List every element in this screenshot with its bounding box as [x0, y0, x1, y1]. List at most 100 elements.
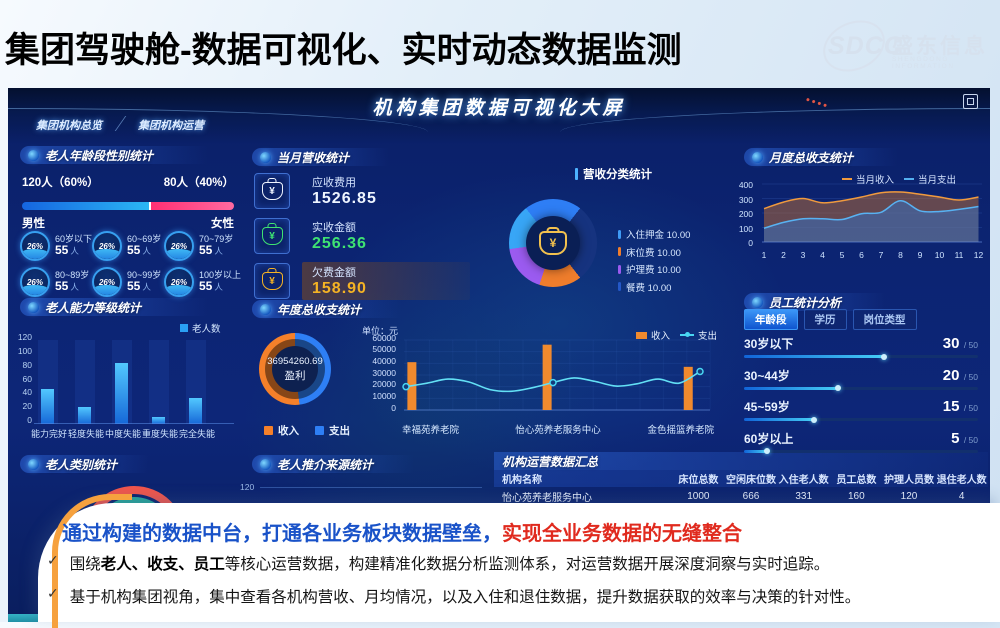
legend-dash-icon	[904, 178, 915, 180]
x-tick: 6	[859, 250, 864, 260]
progress-dot-icon	[811, 416, 818, 423]
panel-title-monthly: 月度总收支统计	[744, 148, 925, 166]
age-count: 55 人	[55, 243, 79, 258]
percent-value: 26%	[170, 241, 187, 251]
y-tick: 400	[738, 180, 753, 190]
panel-title-revenue-class: 营收分类统计	[575, 166, 652, 182]
bar-label: 完全失能	[179, 429, 216, 439]
wave-fill	[166, 249, 192, 259]
legend-item: 床位费 10.00	[618, 245, 690, 259]
employee-tab-年龄段[interactable]: 年龄段	[744, 309, 798, 330]
revenue-card: ¥ 欠费金额 158.90	[254, 262, 482, 300]
callout-heading: 通过构建的数据中台，打通各业务板块数据壁垒，实现全业务数据的无缝整合	[62, 517, 742, 546]
male-count: 120人（60%）	[22, 177, 99, 189]
employee-row-value: 30 / 50	[942, 335, 978, 352]
summary-cell: 331	[795, 491, 813, 502]
x-tick: 11	[954, 250, 964, 260]
progress-fill	[744, 355, 885, 358]
money-bag-icon: ¥	[539, 231, 567, 255]
monthly-legend: 当月收入 当月支出	[842, 172, 956, 186]
tab-group-overview[interactable]: 集团机构总览	[36, 120, 102, 132]
employee-row-value: 15 / 50	[942, 398, 978, 415]
legend-text: 支出	[329, 425, 350, 437]
legend-mark-icon	[618, 264, 621, 274]
legend-item: 入住押金 10.00	[618, 227, 690, 241]
employee-tab-岗位类型[interactable]: 岗位类型	[852, 309, 917, 330]
percent-ring-icon: 26%	[20, 267, 50, 297]
employee-row-max: / 50	[961, 434, 978, 445]
coins-icon: ¥	[254, 263, 290, 299]
panel-title-annual: 年度总收支统计	[252, 300, 428, 318]
dashboard-title: 机构集团数据可视化大屏	[372, 98, 626, 119]
progress-track	[744, 385, 978, 391]
monthly-x-axis: 1 2 3 4 5 6 7 8 9 10 11 12	[760, 250, 986, 260]
percent-ring-icon: 26%	[92, 231, 122, 261]
employee-row: 30岁以下 30 / 50	[744, 335, 978, 360]
percent-ring-icon: 26%	[164, 231, 194, 261]
panel-title-referral: 老人推介来源统计	[252, 455, 443, 473]
annual-legend: 收入 支出	[264, 423, 350, 438]
legend-item: 收入	[264, 423, 299, 438]
age-count-unit: 人	[70, 246, 79, 257]
revenue-card-label: 应收费用	[312, 177, 356, 189]
combo-category-labels: 幸福苑养老院 怡心苑养老服务中心 金色摇篮养老院	[402, 422, 714, 436]
age-range: 60岁以下	[55, 234, 93, 245]
y-tick: 300	[738, 194, 753, 205]
employee-row: 60岁以上 5 / 50	[744, 430, 978, 454]
legend-item: 收入	[636, 328, 670, 342]
money-bag-icon: ¥	[254, 173, 290, 209]
revenue-card-value: 256.36	[312, 235, 367, 252]
panel-title-text: 年度总收支统计	[277, 302, 362, 317]
y-tick: 20	[22, 401, 32, 412]
legend-mark-icon	[618, 229, 621, 239]
age-range: 100岁以上	[199, 270, 242, 281]
x-tick: 9	[917, 250, 923, 260]
bar-label: 能力完好	[31, 429, 68, 439]
logo-abbr: SDCC	[828, 32, 903, 60]
legend-dash-icon	[842, 178, 852, 180]
employee-row-max: / 50	[961, 371, 978, 382]
bar-track	[75, 340, 95, 424]
bar-column: 重度失能	[142, 340, 178, 439]
company-logo: SDCC 盛东信息 SHENGDONG INFORMATION	[815, 11, 996, 81]
employee-tab-学历[interactable]: 学历	[803, 309, 847, 330]
panel-dot-icon	[260, 151, 271, 163]
age-group-badge: 26% 80~89岁 55 人	[20, 267, 92, 297]
revenue-card-text: 实收金额 256.36	[302, 217, 470, 255]
revenue-card-label: 实收金额	[312, 222, 356, 234]
combo-y-axis: 60000 50000 40000 30000 20000 10000 0	[358, 333, 400, 420]
employee-row-head: 60岁以上 5 / 50	[744, 430, 978, 447]
progress-dot-icon	[881, 353, 888, 360]
bullet-text: 基于机构集团视角，集中查看各机构营收、月均情况，以及入住和退住数据，提升数据获取…	[69, 589, 861, 606]
heading-red: 实现全业务数据的无缝整合	[502, 523, 742, 545]
female-gauge-segment	[151, 202, 234, 210]
panel-dot-icon	[28, 301, 39, 313]
progress-track	[744, 416, 978, 423]
percent-ring-icon: 26%	[164, 267, 194, 297]
progress-track	[744, 353, 978, 360]
tab-group-operation[interactable]: 集团机构运营	[138, 120, 204, 132]
age-group-text: 60~69岁 55 人	[127, 234, 161, 258]
category-label: 怡心苑养老服务中心	[515, 425, 601, 436]
age-group-text: 90~99岁 55 人	[127, 270, 161, 294]
employee-row: 45~59岁 15 / 50	[744, 398, 978, 423]
age-group-badges: 26% 60岁以下 55 人 26% 60~69岁 55 人 26% 70~79岁 55 人 26% 80…	[20, 231, 242, 303]
panel-dot-icon	[28, 149, 39, 161]
summary-cell: 666	[742, 491, 760, 502]
employee-row-head: 45~59岁 15 / 50	[744, 398, 978, 415]
fullscreen-icon[interactable]	[963, 94, 978, 109]
progress-track	[744, 448, 978, 454]
employee-row: 30~44岁 20 / 50	[744, 367, 978, 391]
callout-bullet: ✓ 围绕老人、收支、员工等核心运营数据，构建精准化数据分析监测体系，对运营数据开…	[47, 552, 829, 574]
category-label: 幸福苑养老院	[402, 425, 460, 436]
gender-counts: 120人（60%） 80人（40%）	[22, 174, 234, 190]
summary-col-header: 护理人员数	[884, 475, 935, 486]
progress-fill	[744, 449, 768, 453]
legend-text: 支出	[698, 331, 718, 342]
panel-dot-icon	[752, 151, 763, 163]
panel-title-text: 老人类别统计	[45, 457, 118, 472]
summary-cell: 4	[958, 491, 965, 502]
y-tick: 20000	[372, 379, 396, 390]
gauge-divider	[149, 202, 152, 210]
panel-title-text: 老人推介来源统计	[277, 457, 374, 472]
